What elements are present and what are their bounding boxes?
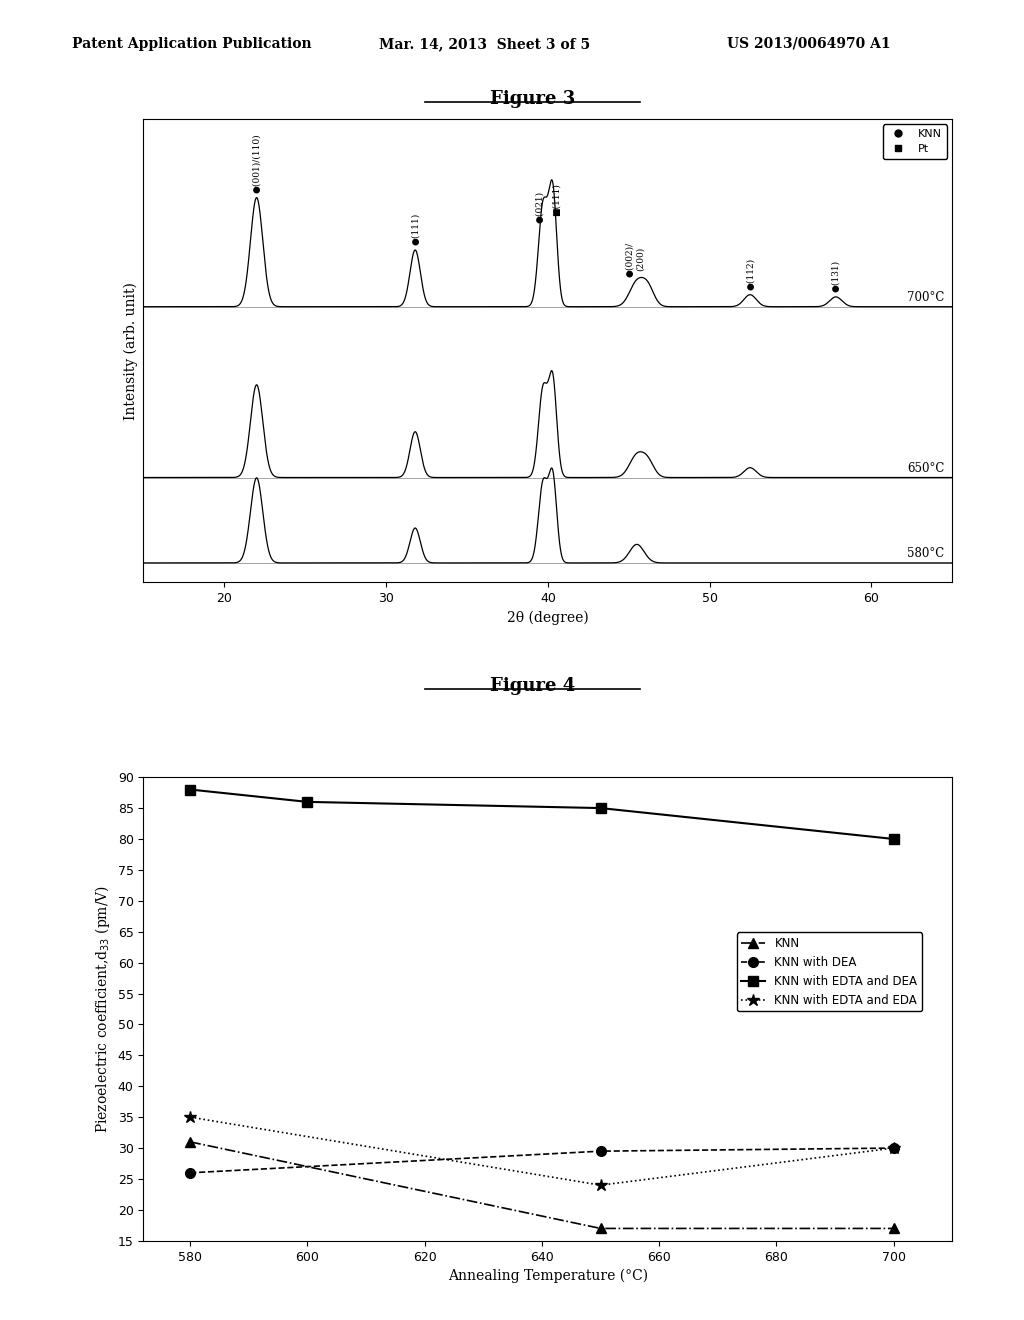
KNN with EDTA and DEA: [184, 781, 197, 797]
KNN: [595, 1221, 607, 1237]
Text: ■(111): ■(111): [552, 183, 560, 215]
Text: ●(021): ●(021): [536, 190, 544, 223]
Text: 650°C: 650°C: [907, 462, 944, 475]
KNN with EDTA and EDA: [888, 1140, 900, 1156]
Line: KNN with EDTA and DEA: KNN with EDTA and DEA: [185, 784, 899, 843]
Text: ●(111): ●(111): [411, 213, 420, 246]
KNN with DEA: [184, 1164, 197, 1180]
Text: Patent Application Publication: Patent Application Publication: [72, 37, 311, 51]
Line: KNN: KNN: [185, 1137, 899, 1233]
KNN with EDTA and EDA: [184, 1109, 197, 1125]
Text: 580°C: 580°C: [907, 548, 944, 561]
Y-axis label: Intensity (arb. unit): Intensity (arb. unit): [124, 281, 138, 420]
Legend: KNN, KNN with DEA, KNN with EDTA and DEA, KNN with EDTA and EDA: KNN, KNN with DEA, KNN with EDTA and DEA…: [736, 932, 923, 1011]
Text: Figure 4: Figure 4: [489, 677, 575, 696]
KNN: [184, 1134, 197, 1150]
X-axis label: 2θ (degree): 2θ (degree): [507, 611, 589, 626]
Line: KNN with DEA: KNN with DEA: [185, 1143, 899, 1177]
Text: Mar. 14, 2013  Sheet 3 of 5: Mar. 14, 2013 Sheet 3 of 5: [379, 37, 590, 51]
Legend: KNN, Pt: KNN, Pt: [883, 124, 947, 158]
KNN with EDTA and DEA: [595, 800, 607, 816]
Y-axis label: Piezoelectric coefficient,d$_{33}$ (pm/V): Piezoelectric coefficient,d$_{33}$ (pm/V…: [93, 884, 112, 1133]
Text: ●(002)/
(200): ●(002)/ (200): [626, 242, 645, 277]
Line: KNN with EDTA and EDA: KNN with EDTA and EDA: [184, 1111, 900, 1192]
Text: US 2013/0064970 A1: US 2013/0064970 A1: [727, 37, 891, 51]
X-axis label: Annealing Temperature (°C): Annealing Temperature (°C): [447, 1269, 648, 1283]
KNN with DEA: [595, 1143, 607, 1159]
KNN with EDTA and DEA: [888, 832, 900, 847]
Text: ●(001)/(110): ●(001)/(110): [252, 133, 261, 193]
KNN with DEA: [888, 1140, 900, 1156]
KNN with EDTA and DEA: [301, 793, 313, 809]
Text: ●(112): ●(112): [745, 257, 755, 290]
KNN with EDTA and EDA: [595, 1177, 607, 1193]
Text: 700°C: 700°C: [907, 292, 944, 304]
KNN: [888, 1221, 900, 1237]
Text: ●(131): ●(131): [831, 260, 841, 292]
Text: Figure 3: Figure 3: [489, 90, 575, 108]
